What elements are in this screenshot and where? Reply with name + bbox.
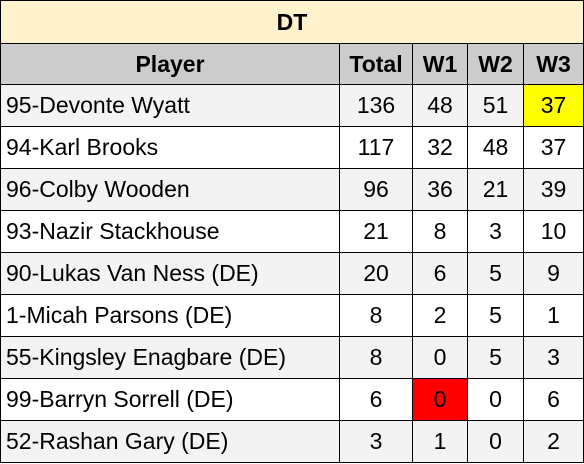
cell-w3: 37 — [522, 126, 584, 169]
cell-player: 55-Kingsley Enagbare (DE) — [0, 336, 340, 379]
table-row: 93-Nazir Stackhouse 21 8 3 10 — [0, 210, 584, 253]
cell-w1: 8 — [412, 210, 468, 253]
cell-player: 94-Karl Brooks — [0, 126, 340, 169]
cell-w1: 32 — [412, 126, 468, 169]
table-row: 94-Karl Brooks 117 32 48 37 — [0, 126, 584, 169]
cell-total: 21 — [339, 210, 413, 253]
table-row: 95-Devonte Wyatt 136 48 51 37 — [0, 84, 584, 127]
cell-w1: 2 — [412, 294, 468, 337]
cell-player: 95-Devonte Wyatt — [0, 84, 340, 127]
cell-total: 20 — [339, 252, 413, 295]
cell-w2: 0 — [467, 378, 524, 421]
cell-player: 93-Nazir Stackhouse — [0, 210, 340, 253]
cell-w1: 48 — [412, 84, 468, 127]
cell-total: 96 — [339, 168, 413, 211]
cell-w2: 0 — [467, 420, 524, 463]
cell-w3: 37 — [522, 84, 584, 127]
cell-w3: 3 — [522, 336, 584, 379]
cell-w3: 6 — [522, 378, 584, 421]
header-w2: W2 — [467, 43, 524, 85]
cell-w1: 0 — [412, 378, 468, 421]
cell-total: 6 — [339, 378, 413, 421]
header-total: Total — [339, 43, 413, 85]
cell-w2: 48 — [467, 126, 524, 169]
title-row: DT — [0, 0, 584, 44]
cell-w3: 39 — [522, 168, 584, 211]
table-row: 96-Colby Wooden 96 36 21 39 — [0, 168, 584, 211]
cell-w1: 0 — [412, 336, 468, 379]
cell-w1: 36 — [412, 168, 468, 211]
header-w1: W1 — [412, 43, 468, 85]
table-row: 55-Kingsley Enagbare (DE) 8 0 5 3 — [0, 336, 584, 379]
header-w3: W3 — [522, 43, 584, 85]
cell-w1: 6 — [412, 252, 468, 295]
cell-w3: 2 — [522, 420, 584, 463]
table-row: 90-Lukas Van Ness (DE) 20 6 5 9 — [0, 252, 584, 295]
table-row: 1-Micah Parsons (DE) 8 2 5 1 — [0, 294, 584, 337]
cell-total: 8 — [339, 294, 413, 337]
table-row: 52-Rashan Gary (DE) 3 1 0 2 — [0, 420, 584, 463]
cell-total: 8 — [339, 336, 413, 379]
cell-player: 99-Barryn Sorrell (DE) — [0, 378, 340, 421]
table-row: 99-Barryn Sorrell (DE) 6 0 0 6 — [0, 378, 584, 421]
cell-w3: 1 — [522, 294, 584, 337]
cell-player: 96-Colby Wooden — [0, 168, 340, 211]
cell-w2: 5 — [467, 294, 524, 337]
cell-total: 136 — [339, 84, 413, 127]
header-player: Player — [0, 43, 340, 85]
table-title: DT — [0, 0, 584, 44]
cell-player: 90-Lukas Van Ness (DE) — [0, 252, 340, 295]
cell-w2: 21 — [467, 168, 524, 211]
cell-w2: 51 — [467, 84, 524, 127]
cell-player: 1-Micah Parsons (DE) — [0, 294, 340, 337]
cell-total: 117 — [339, 126, 413, 169]
header-row: Player Total W1 W2 W3 — [0, 43, 584, 85]
cell-w2: 5 — [467, 252, 524, 295]
cell-total: 3 — [339, 420, 413, 463]
cell-w1: 1 — [412, 420, 468, 463]
cell-player: 52-Rashan Gary (DE) — [0, 420, 340, 463]
cell-w3: 9 — [522, 252, 584, 295]
cell-w2: 5 — [467, 336, 524, 379]
cell-w3: 10 — [522, 210, 584, 253]
cell-w2: 3 — [467, 210, 524, 253]
